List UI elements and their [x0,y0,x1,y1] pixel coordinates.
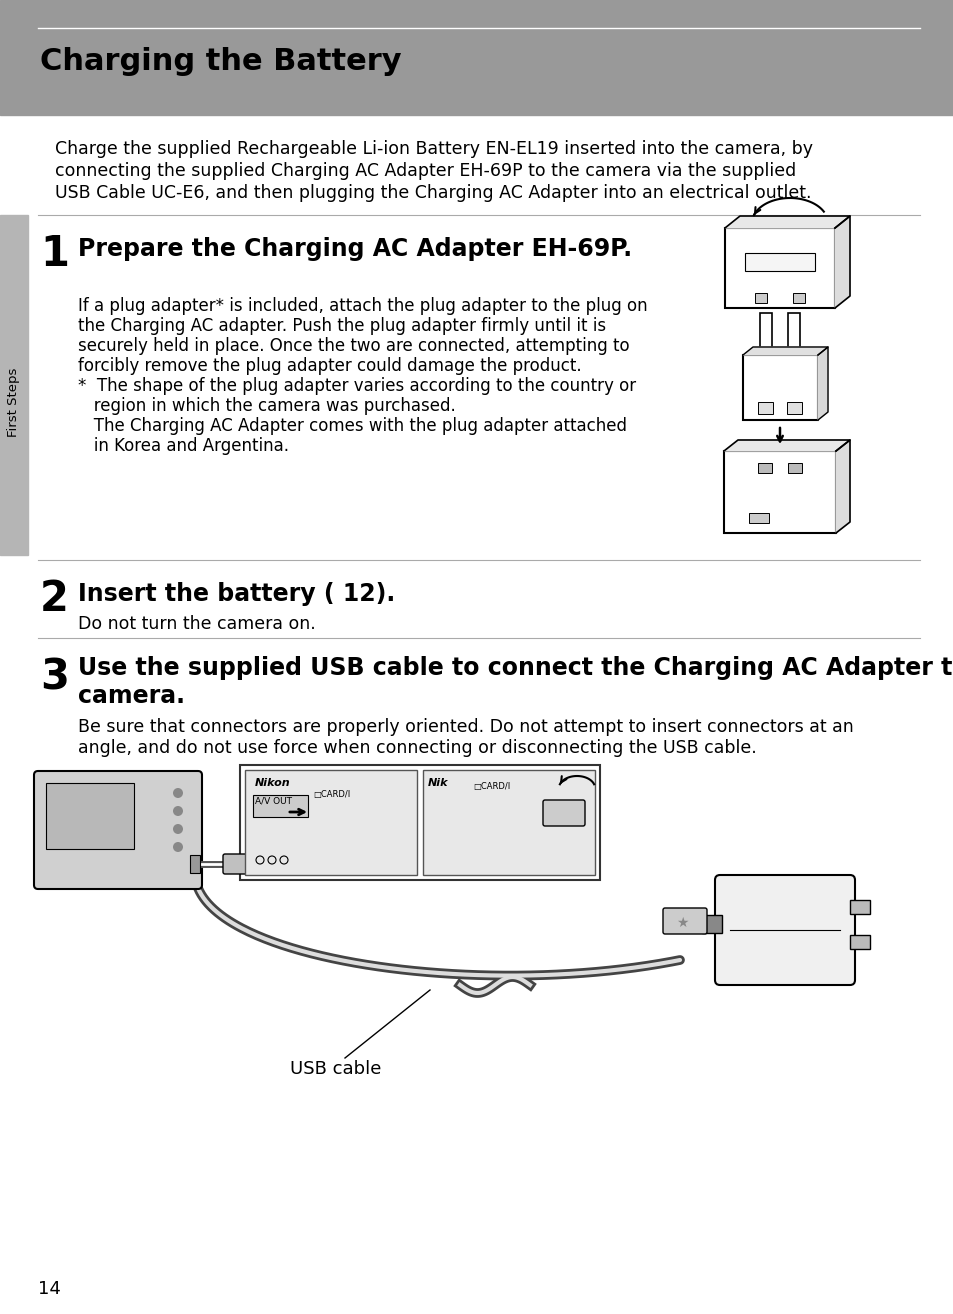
Text: region in which the camera was purchased.: region in which the camera was purchased… [78,397,456,415]
Text: Nikon: Nikon [254,778,291,788]
Text: Insert the battery ( 12).: Insert the battery ( 12). [78,582,395,606]
Bar [240,765,599,880]
Bar [754,293,766,304]
Circle shape [172,824,183,834]
Circle shape [172,788,183,798]
Polygon shape [724,215,849,229]
Bar [422,770,595,875]
FancyBboxPatch shape [662,908,706,934]
Bar [748,512,768,523]
Text: Use the supplied USB cable to connect the Charging AC Adapter to the: Use the supplied USB cable to connect th… [78,656,953,681]
Bar [787,463,801,473]
Bar [245,770,416,875]
Text: The Charging AC Adapter comes with the plug adapter attached: The Charging AC Adapter comes with the p… [78,417,626,435]
Text: *  The shape of the plug adapter varies according to the country or: * The shape of the plug adapter varies a… [78,377,636,396]
Text: USB Cable UC-E6, and then plugging the Charging AC Adapter into an electrical ou: USB Cable UC-E6, and then plugging the C… [55,184,811,202]
Circle shape [172,842,183,851]
Bar [0,215,28,555]
Text: securely held in place. Once the two are connected, attempting to: securely held in place. Once the two are… [78,336,629,355]
Text: □CARD/I: □CARD/I [473,782,510,791]
Text: 14: 14 [38,1280,61,1298]
Bar [758,463,771,473]
Bar [786,402,801,414]
Text: the Charging AC adapter. Push the plug adapter firmly until it is: the Charging AC adapter. Push the plug a… [78,317,605,335]
Polygon shape [817,347,827,420]
Text: camera.: camera. [78,685,185,708]
FancyBboxPatch shape [714,875,854,986]
Bar [792,293,804,304]
Text: forcibly remove the plug adapter could damage the product.: forcibly remove the plug adapter could d… [78,357,581,374]
Polygon shape [742,347,827,355]
Polygon shape [723,440,849,451]
Text: 2: 2 [40,578,69,620]
Bar [723,451,835,533]
Bar [724,229,834,307]
Text: angle, and do not use force when connecting or disconnecting the USB cable.: angle, and do not use force when connect… [78,738,756,757]
Circle shape [172,805,183,816]
Text: ★: ★ [676,916,688,930]
Bar [849,936,869,949]
Bar [760,313,771,355]
Text: Charging the Battery: Charging the Battery [40,47,401,76]
Text: First Steps: First Steps [8,368,20,436]
Text: Charge the supplied Rechargeable Li-ion Battery EN-EL19 inserted into the camera: Charge the supplied Rechargeable Li-ion … [55,141,812,158]
Text: 1: 1 [40,233,69,275]
Text: USB cable: USB cable [290,1060,381,1077]
Polygon shape [834,215,849,307]
Bar [849,900,869,915]
Text: Nik: Nik [428,778,448,788]
Bar [253,795,308,817]
Text: A/V OUT: A/V OUT [254,798,292,805]
Bar [0,0,953,116]
FancyBboxPatch shape [34,771,202,890]
Bar [190,855,200,872]
Bar [744,254,814,271]
FancyBboxPatch shape [542,800,584,827]
Text: Do not turn the camera on.: Do not turn the camera on. [78,615,315,633]
Text: 3: 3 [40,656,69,698]
Bar [46,783,133,849]
Text: Prepare the Charging AC Adapter EH-69P.: Prepare the Charging AC Adapter EH-69P. [78,237,632,261]
FancyBboxPatch shape [223,854,254,874]
Text: in Korea and Argentina.: in Korea and Argentina. [78,438,289,455]
Polygon shape [835,440,849,533]
Bar [742,355,817,420]
Bar [758,402,772,414]
Text: If a plug adapter* is included, attach the plug adapter to the plug on: If a plug adapter* is included, attach t… [78,297,647,315]
Bar [701,915,721,933]
Bar [787,313,800,355]
Text: □CARD/I: □CARD/I [313,790,350,799]
Text: Be sure that connectors are properly oriented. Do not attempt to insert connecto: Be sure that connectors are properly ori… [78,717,853,736]
Text: connecting the supplied Charging AC Adapter EH-69P to the camera via the supplie: connecting the supplied Charging AC Adap… [55,162,796,180]
